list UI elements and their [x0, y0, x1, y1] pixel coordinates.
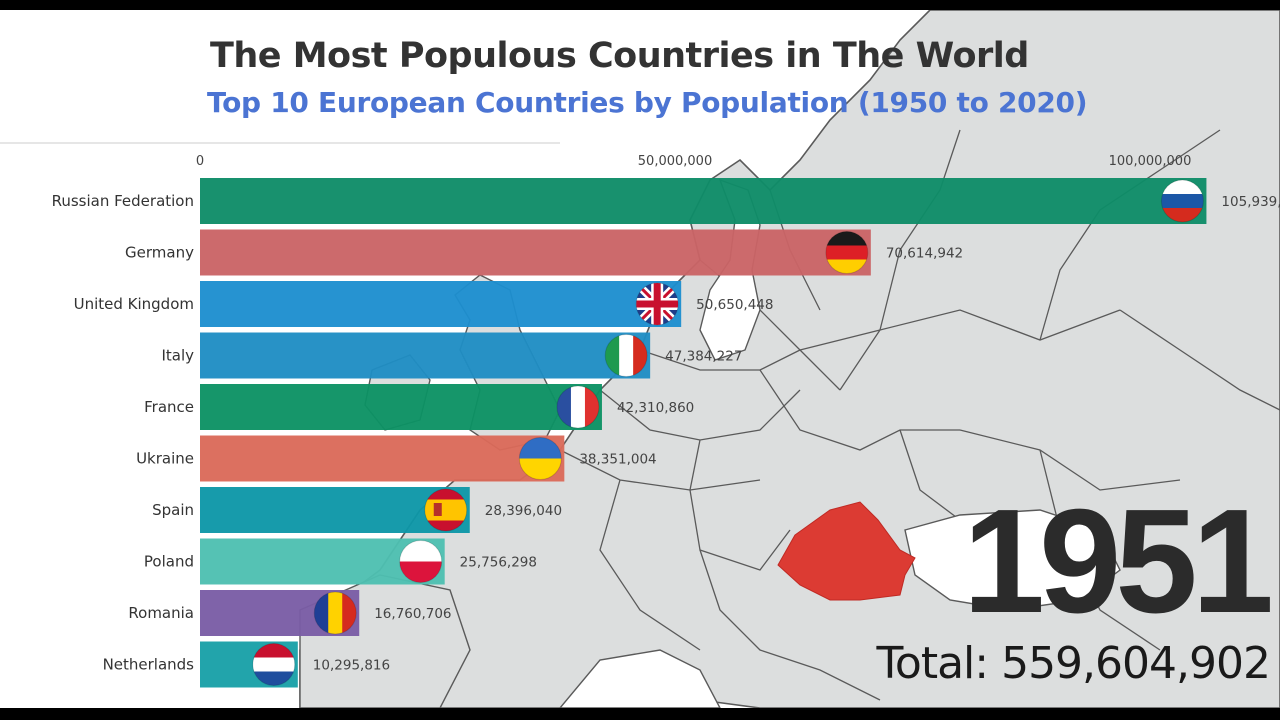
value-label: 50,650,448	[696, 297, 773, 313]
category-label: Netherlands	[103, 656, 195, 674]
bar-row: Ukraine 38,351,004	[136, 435, 657, 482]
video-frame: The Most Populous Countries in The World…	[0, 10, 1280, 708]
flag-outline	[424, 488, 468, 532]
black-sea	[904, 509, 1121, 611]
bar-chart: 0 50,000,000 100,000,000 Russian Federatio…	[0, 142, 1280, 688]
chart-subtitle: Top 10 European Countries by Population …	[207, 86, 1088, 119]
bar-row: France 42,310,860	[144, 384, 694, 430]
flag-outline	[1160, 179, 1204, 223]
x-tick-label: 100,000,000	[1109, 154, 1192, 169]
flag-outline	[825, 231, 869, 274]
spain-flag-icon	[424, 489, 467, 531]
bar-row: Spain 28,396,040	[152, 487, 562, 533]
x-tick-label: 50,000,000	[638, 154, 712, 169]
flag-outline	[635, 282, 679, 326]
value-label: 28,396,040	[485, 503, 562, 519]
bar	[200, 178, 1207, 224]
value-label: 70,614,942	[886, 246, 963, 262]
russia-flag-icon	[1161, 180, 1204, 222]
value-label: 105,939,384	[1221, 194, 1280, 210]
value-label: 47,384,227	[665, 349, 742, 365]
category-label: Spain	[152, 501, 194, 519]
germany-flag-icon	[825, 231, 868, 274]
category-label: Ukraine	[136, 450, 194, 468]
category-label: Romania	[128, 604, 194, 622]
bar-row: Romania 16,760,706	[128, 590, 452, 636]
category-label: France	[144, 398, 194, 416]
poland-flag-icon	[399, 540, 442, 583]
bar-row: Germany 70,614,942	[125, 229, 963, 276]
category-label: United Kingdom	[74, 295, 194, 313]
category-label: Poland	[144, 553, 194, 571]
bar	[200, 332, 651, 379]
romania-highlight	[777, 501, 916, 601]
category-label: Germany	[125, 244, 194, 262]
value-label: 38,351,004	[579, 452, 656, 468]
bar	[200, 435, 565, 482]
bars: Russian Federation 105,939,384 Germany 70,6…	[52, 178, 1280, 688]
bar	[200, 229, 871, 276]
flag-outline	[252, 643, 296, 686]
category-label: Italy	[161, 347, 194, 365]
chart-title: The Most Populous Countries in The World	[210, 36, 1029, 76]
category-label: Russian Federation	[52, 192, 194, 210]
romania-flag-icon	[314, 592, 357, 634]
bar	[200, 281, 682, 327]
value-label: 10,295,816	[313, 658, 390, 674]
france-flag-icon	[556, 386, 599, 428]
value-label: 25,756,298	[460, 555, 537, 571]
flag-outline	[518, 437, 562, 480]
x-tick-label: 0	[196, 154, 204, 169]
year-label: 1951	[962, 479, 1274, 644]
bar-row: United Kingdom 50,650,448	[74, 281, 773, 327]
netherlands-flag-icon	[252, 643, 295, 686]
mediterranean-sea	[559, 649, 721, 708]
value-label: 16,760,706	[374, 606, 451, 622]
bar-row: Poland 25,756,298	[144, 538, 537, 585]
flag-outline	[313, 591, 357, 635]
flag-outline	[604, 334, 648, 377]
ukraine-flag-icon	[519, 437, 562, 480]
total-population-label: Total: 559,604,902	[876, 638, 1271, 689]
flag-outline	[399, 540, 443, 583]
x-axis-ticks: 0 50,000,000 100,000,000	[196, 154, 1192, 169]
bar-row: Netherlands 10,295,816	[103, 641, 390, 688]
bar-row: Russian Federation 105,939,384	[52, 178, 1280, 224]
bar-row: Italy 47,384,227	[161, 332, 742, 379]
bar	[200, 384, 602, 430]
value-label: 42,310,860	[617, 400, 694, 416]
italy-flag-icon	[605, 334, 648, 377]
flag-outline	[556, 385, 600, 429]
united-kingdom-flag-icon	[636, 283, 679, 325]
